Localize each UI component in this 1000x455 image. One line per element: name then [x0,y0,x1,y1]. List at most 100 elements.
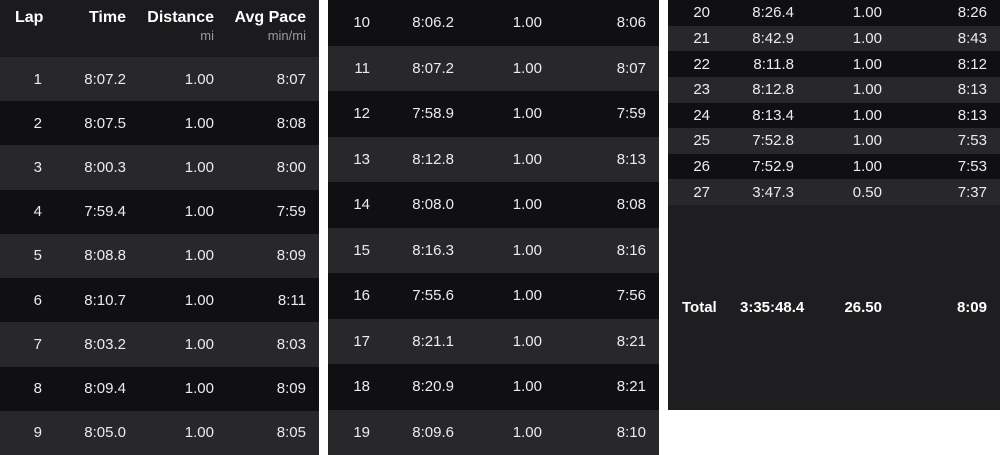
lap-pace: 8:21 [616,332,646,350]
lap-row: 21 8:42.9 1.00 8:43 [668,25,1000,52]
column-header-distance: Distance mi [126,8,214,51]
lap-pace: 8:13 [616,150,646,168]
lap-pace: 8:07 [616,59,646,77]
lap-pace: 8:12 [957,55,987,73]
lap-row: 8 8:09.4 1.00 8:09 [0,366,319,411]
lap-pace: 8:10 [616,423,646,441]
lap-distance: 1.00 [184,203,214,221]
lap-column-unit [15,28,42,44]
lap-number: 1 [33,70,42,88]
lap-row: 25 7:52.8 1.00 7:53 [668,128,1000,154]
lap-distance: 1.00 [184,70,214,88]
lap-row: 22 8:11.8 1.00 8:12 [668,51,1000,77]
lap-distance: 1.00 [852,106,882,124]
lap-number: 21 [693,29,710,47]
lap-row: 4 7:59.4 1.00 7:59 [0,189,319,234]
lap-distance: 1.00 [184,291,214,309]
lap-row: 11 8:07.2 1.00 8:07 [328,45,659,91]
lap-distance: 1.00 [512,332,542,350]
lap-distance: 1.00 [184,335,214,353]
lap-pace: 8:03 [276,335,306,353]
lap-distance: 1.00 [184,114,214,132]
total-pace: 8:09 [956,299,987,316]
lap-number: 2 [33,114,42,132]
lap-distance: 1.00 [184,247,214,265]
lap-number: 19 [353,423,370,441]
lap-number: 17 [353,332,370,350]
lap-time: 7:52.8 [752,132,794,150]
lap-distance: 1.00 [512,378,542,396]
lap-time: 8:03.2 [84,335,126,353]
lap-number: 24 [693,106,710,124]
lap-row: 10 8:06.2 1.00 8:06 [328,0,659,46]
lap-distance: 1.00 [852,55,882,73]
lap-time: 7:55.6 [412,287,454,305]
lap-pace: 8:26 [957,4,987,22]
lap-time: 8:06.2 [412,14,454,32]
lap-row: 15 8:16.3 1.00 8:16 [328,227,659,273]
lap-distance: 1.00 [512,105,542,123]
lap-row: 12 7:58.9 1.00 7:59 [328,91,659,137]
lap-row: 9 8:05.0 1.00 8:05 [0,410,319,455]
lap-time: 7:58.9 [412,105,454,123]
lap-number: 3 [33,159,42,177]
lap-pace: 8:43 [957,29,987,47]
lap-pace: 7:59 [616,105,646,123]
lap-distance: 1.00 [184,159,214,177]
lap-distance: 1.00 [852,81,882,99]
lap-pace: 8:11 [277,291,306,309]
column-header-avg-pace: Avg Pace min/mi [214,8,306,51]
time-column-unit [42,28,126,44]
distance-column-unit: mi [200,28,214,43]
lap-table-panel-2[interactable]: 10 8:06.2 1.00 8:06 11 8:07.2 1.00 8:07 … [328,0,659,455]
lap-row: 3 8:00.3 1.00 8:00 [0,145,319,190]
lap-number: 26 [693,158,710,176]
lap-row: 23 8:12.8 1.00 8:13 [668,76,1000,103]
lap-time: 8:09.4 [84,380,126,398]
avg-pace-column-unit: min/mi [267,28,306,43]
lap-distance: 1.00 [512,241,542,259]
lap-number: 12 [353,105,370,123]
lap-pace: 8:08 [616,196,646,214]
lap-pace: 8:08 [276,114,306,132]
lap-table-panel-1[interactable]: Lap Time Distance mi Avg Pace min/mi 1 8… [0,0,319,455]
lap-number: 22 [693,55,710,73]
total-time: 3:35:48.4 [740,299,805,316]
lap-row: 13 8:12.8 1.00 8:13 [328,136,659,182]
avg-pace-column-label: Avg Pace [234,9,306,26]
time-column-label: Time [88,9,126,26]
lap-number: 14 [353,196,370,214]
lap-row: 6 8:10.7 1.00 8:11 [0,278,319,323]
lap-rows-20-27: 20 8:26.4 1.00 8:26 21 8:42.9 1.00 8:43 … [668,0,1000,205]
lap-distance: 1.00 [184,424,214,442]
lap-row: 26 7:52.9 1.00 7:53 [668,153,1000,180]
lap-pace: 7:59 [276,203,306,221]
lap-pace: 8:09 [276,247,306,265]
lap-number: 18 [353,378,370,396]
lap-distance: 1.00 [512,287,542,305]
lap-time: 8:11.8 [753,55,794,73]
lap-number: 13 [353,150,370,168]
lap-number: 8 [33,380,42,398]
lap-time: 8:07.2 [84,70,126,88]
lap-pace: 8:05 [276,424,306,442]
lap-time: 8:20.9 [412,378,454,396]
lap-time: 8:21.1 [412,332,454,350]
lap-time: 8:07.5 [84,114,126,132]
lap-row: 19 8:09.6 1.00 8:10 [328,409,659,455]
lap-table-panel-3[interactable]: 20 8:26.4 1.00 8:26 21 8:42.9 1.00 8:43 … [668,0,1000,410]
lap-distance: 1.00 [852,132,882,150]
lap-row: 5 8:08.8 1.00 8:09 [0,233,319,279]
lap-distance: 0.50 [852,183,882,201]
lap-distance: 1.00 [512,150,542,168]
lap-distance: 1.00 [852,29,882,47]
total-label: Total [682,299,717,316]
lap-distance: 1.00 [512,59,542,77]
lap-time: 8:10.7 [84,291,126,309]
lap-time: 7:59.4 [84,203,126,221]
lap-pace: 8:06 [616,14,646,32]
lap-pace: 7:53 [957,132,987,150]
lap-number: 27 [693,183,710,201]
column-header-time: Time [42,8,126,51]
